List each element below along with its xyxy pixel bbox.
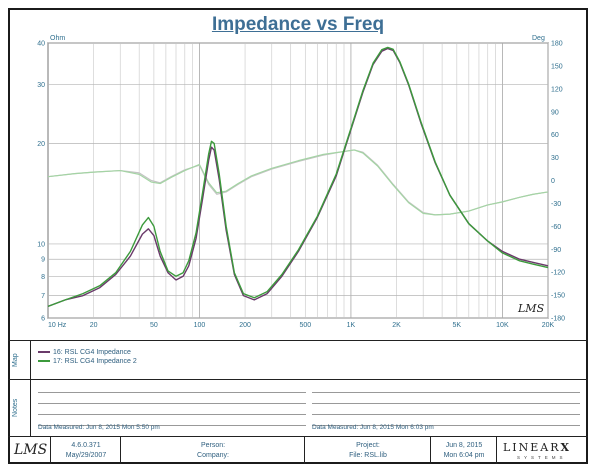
measured-right: Data Measured: Jun 8, 2015 Mon 6:03 pm (312, 424, 434, 431)
map-panel (8, 340, 588, 380)
series-line-2 (47, 46, 549, 308)
y-left-tick-label: 9 (41, 257, 45, 264)
x-tick-label: 2K (392, 322, 401, 329)
y-right-tick-label: 180 (551, 41, 563, 48)
y-right-tick-label: -60 (551, 224, 561, 231)
chart-title: Impedance vs Freq (211, 14, 385, 35)
x-tick-label: 10K (496, 322, 509, 329)
y-left-tick-label: 30 (37, 82, 45, 89)
measured-left: Data Measured: Jun 8, 2015 Mon 5:50 pm (38, 424, 160, 431)
x-tick-label: 500 (299, 322, 311, 329)
y-right-tick-label: -90 (551, 247, 561, 254)
y-right-tick-label: -30 (551, 201, 561, 208)
legend-swatch-17 (38, 360, 50, 363)
legend-item-16: 16: RSL CG4 Impedance (38, 349, 131, 356)
y-left-ticks: 40 30 20 10 9 8 7 6 (37, 41, 45, 323)
footer-logo: LMS (14, 442, 48, 458)
note-line (312, 414, 580, 415)
footer-brand-x: X (560, 441, 572, 454)
footer-brand-cell: LINEARX SYSTEMS (496, 437, 587, 464)
legend-label-17: 17: RSL CG4 Impedance 2 (53, 358, 137, 365)
x-tick-label: 5K (453, 322, 462, 329)
note-line (312, 392, 580, 393)
footer-panel (8, 436, 588, 437)
footer-company: Company: (197, 452, 229, 459)
footer-version-cell: 4.6.0.371 May/29/2007 (50, 437, 121, 464)
x-tick-label: 1K (347, 322, 356, 329)
footer-version: 4.6.0.371 (71, 442, 101, 449)
footer-project: Project: (356, 442, 380, 449)
notes-label: Notes (12, 398, 19, 418)
legend-label-16: 16: RSL CG4 Impedance (53, 349, 131, 356)
notes-divider (30, 380, 31, 436)
note-line (38, 403, 306, 404)
footer-project-cell: Project: File: RSL.lib (304, 437, 431, 464)
x-tick-label: 200 (239, 322, 251, 329)
footer-brand-sub: SYSTEMS (517, 455, 567, 460)
footer-brand: LINEARX (503, 441, 571, 454)
y-right-tick-label: -180 (551, 316, 565, 323)
footer-version-date: May/29/2007 (65, 452, 107, 459)
plot-area (47, 42, 549, 319)
y-right-tick-label: 120 (551, 86, 563, 93)
y-left-tick-label: 10 (37, 241, 45, 248)
x-tick-label: 20K (542, 322, 555, 329)
series-line-4 (47, 149, 549, 216)
y-left-tick-label: 6 (41, 316, 45, 323)
impedance-chart: 10 Hz 20 50 100 200 500 1K 2K 5K 10K 20K 40 30 20 10 9… (37, 35, 565, 329)
footer-person: Person: (200, 442, 226, 449)
footer-file: File: RSL.lib (349, 452, 387, 459)
note-line (38, 392, 306, 393)
y-left-tick-label: 40 (37, 41, 45, 48)
note-line (38, 425, 306, 426)
y-left-unit: Ohm (50, 35, 65, 42)
legend-swatch-16 (38, 351, 50, 354)
footer-date: Jun 8, 2015 (445, 442, 483, 449)
legend-item-17: 17: RSL CG4 Impedance 2 (38, 358, 137, 365)
y-right-tick-label: -120 (551, 270, 565, 277)
x-tick-label: 100 (194, 322, 206, 329)
y-right-tick-label: 90 (551, 109, 559, 116)
y-left-tick-label: 8 (41, 274, 45, 281)
footer-brand-text: LINEAR (503, 441, 561, 454)
x-tick-label: 20 (90, 322, 98, 329)
y-right-tick-label: 30 (551, 155, 559, 162)
note-line (312, 425, 580, 426)
x-ticks: 10 Hz 20 50 100 200 500 1K 2K 5K 10K 20K (48, 322, 555, 329)
watermark-text: LMS (517, 302, 545, 315)
map-label: Map (12, 353, 19, 367)
y-right-unit: Deg (532, 35, 545, 42)
y-right-ticks: 180 150 120 90 60 30 0 -30 -60 -90 -120 -150 -180 (551, 41, 565, 323)
note-line (38, 414, 306, 415)
series-group (47, 46, 549, 308)
y-left-tick-label: 7 (41, 293, 45, 300)
y-right-tick-label: -150 (551, 293, 565, 300)
y-left-tick-label: 20 (37, 141, 45, 148)
y-right-tick-label: 60 (551, 132, 559, 139)
footer-day-time: Mon 6:04 pm (443, 452, 485, 459)
y-right-tick-label: 150 (551, 63, 563, 70)
map-divider (30, 340, 31, 380)
y-right-tick-label: 0 (551, 178, 555, 185)
note-line (312, 403, 580, 404)
x-tick-label: 50 (150, 322, 158, 329)
footer-date-cell: Jun 8, 2015 Mon 6:04 pm (430, 437, 497, 464)
footer-person-cell: Person: Company: (120, 437, 305, 464)
x-tick-label: 10 Hz (48, 322, 67, 329)
